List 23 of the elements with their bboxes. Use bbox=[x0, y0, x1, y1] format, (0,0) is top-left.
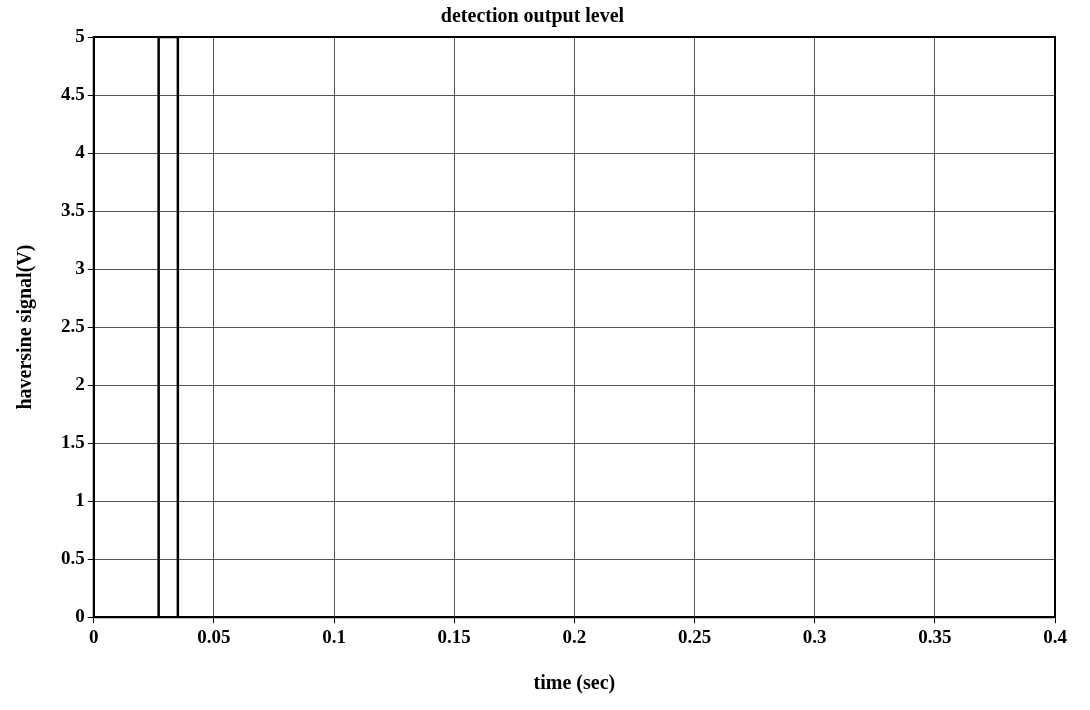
y-tick-label: 2.5 bbox=[61, 315, 85, 337]
y-tick-label: 4 bbox=[75, 140, 86, 162]
y-tick-label: 0 bbox=[75, 605, 85, 627]
y-tick-label: 1.5 bbox=[61, 431, 85, 453]
y-tick-label: 4.5 bbox=[61, 82, 85, 104]
x-tick-label: 0.1 bbox=[322, 625, 346, 647]
y-tick-label: 1 bbox=[75, 489, 85, 511]
y-tick-label: 0.5 bbox=[61, 547, 85, 569]
y-tick-label: 2 bbox=[75, 373, 85, 395]
y-tick-label: 5 bbox=[75, 24, 85, 46]
x-axis-title: time (sec) bbox=[533, 671, 616, 695]
y-tick-label: 3.5 bbox=[61, 198, 85, 220]
x-tick-label: 0.25 bbox=[677, 625, 712, 647]
x-tick-label: 0.2 bbox=[562, 625, 587, 647]
y-axis-title: haversine signal(V) bbox=[13, 244, 37, 410]
y-tick-label: 3 bbox=[75, 256, 85, 278]
x-tick-label: 0.4 bbox=[1043, 625, 1068, 647]
x-tick-label: 0.3 bbox=[802, 625, 827, 647]
x-tick-label: 0.35 bbox=[918, 625, 952, 647]
x-tick-label: 0.05 bbox=[197, 625, 231, 647]
x-tick-label: 0.15 bbox=[437, 625, 471, 647]
x-tick-label: 0 bbox=[89, 625, 99, 647]
chart-title: detection output level bbox=[440, 4, 625, 28]
